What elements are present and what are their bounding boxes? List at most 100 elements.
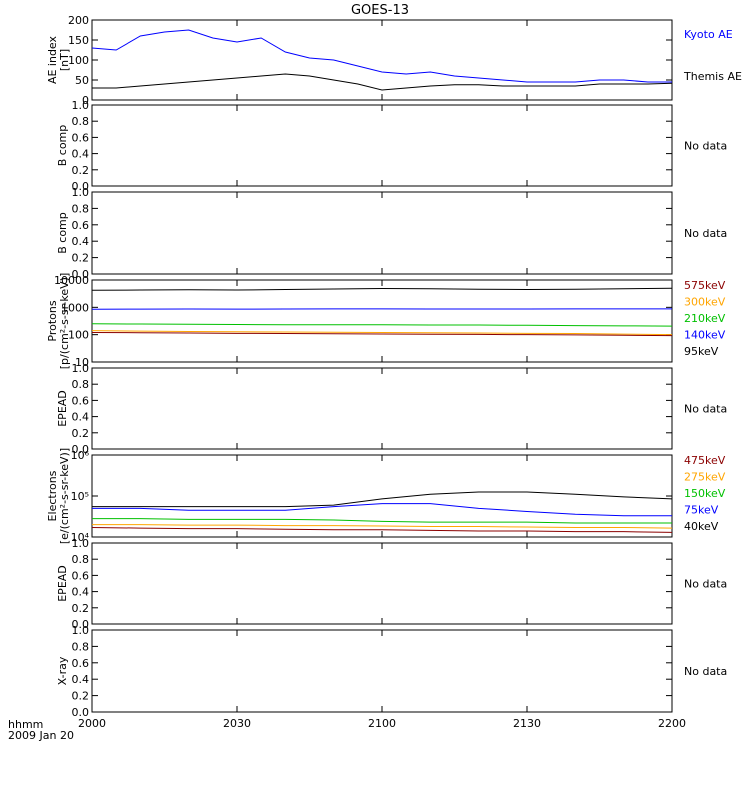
panels: 0 50 100 150 200 AE index [nT] Kyoto AE Themis A… [46,14,742,719]
series-line-75kev [92,503,672,517]
y-tick-label: 0.6 [72,657,90,670]
x-tick-label: 2100 [368,717,396,730]
panel-bcomp2: 0.0 0.2 0.4 0.6 0.8 1.0B comp No data [56,186,727,281]
y-axis-label: X-ray [56,656,69,685]
legend-entry: 40keV [684,520,719,533]
legend-entry: No data [684,578,727,591]
y-tick-label: 0.0 [72,618,90,631]
panel-electrons: 10⁴ 10⁵ 10⁶ Electrons [e/(cm²-s-sr-keV)] 475k… [46,448,726,544]
series-line-40kev [92,491,673,508]
y-axis-label: Protons [46,300,59,341]
y-tick-label: 1.0 [72,186,90,199]
x-tick-label: 2000 [78,717,106,730]
panel-frame [91,542,673,625]
panel-frame [91,629,673,713]
y-tick-label: 0.2 [72,602,90,615]
y-tick-label: 0.0 [72,443,90,456]
y-tick-label: 0.2 [72,164,90,177]
series-line-themis-ae [92,73,673,91]
panel-protons: 10 100 1000 10000 Protons [p/(cm²-s-sr-keV)] 5… [46,273,726,370]
series-line-95kev [91,287,673,291]
panel-epead2: 0.0 0.2 0.4 0.6 0.8 1.0 EPEAD No data [56,537,727,631]
y-tick-label: 0.4 [72,148,90,161]
y-tick-label: 0.6 [72,131,90,144]
y-tick-label: 0.0 [72,268,90,281]
y-tick-label: 1.0 [72,99,90,112]
legend-entry: No data [684,140,727,153]
y-axis-label: [nT] [58,49,71,71]
panel-frame [91,191,673,275]
series-line-475kev [91,527,673,533]
y-tick-label: 0.8 [72,202,90,215]
legend-entry: 140keV [684,329,726,342]
panel-epead1: 0.0 0.2 0.4 0.6 0.8 1.0 EPEAD No data [56,362,727,456]
series-line-300kev [91,330,673,336]
x-unit-label: hhmm [8,718,43,731]
legend-entry: 95keV [684,345,719,358]
legend-entry: No data [684,227,727,240]
y-tick-label: 0.6 [72,394,90,407]
y-tick-label: 150 [68,34,89,47]
y-tick-label: 0.4 [72,411,90,424]
legend-entry: 575keV [684,279,726,292]
y-tick-label: 10⁶ [71,449,90,462]
y-tick-label: 1.0 [72,362,90,375]
y-axis-label: AE index [46,35,59,84]
y-tick-label: 10⁵ [71,490,89,503]
y-tick-label: 0.2 [72,252,90,265]
y-tick-label: 0.8 [72,115,90,128]
y-axis-label: [p/(cm²-s-sr-keV)] [58,273,71,370]
y-tick-label: 0.6 [72,219,90,232]
figure-title: GOES-13 [351,3,409,18]
series-line-210kev [91,323,673,327]
series-line-575kev [91,332,673,337]
y-axis-label: EPEAD [56,390,69,427]
y-tick-label: 0.4 [72,673,90,686]
x-tick-label: 2130 [513,717,541,730]
series-line-275kev [92,524,673,529]
y-axis-label: Electrons [46,470,59,521]
series-line-kyoto-ae [91,29,672,83]
y-tick-label: 0.0 [72,180,90,193]
x-date-label: 2009 Jan 20 [8,729,74,742]
panel-frame [91,104,673,187]
legend-entry: Themis AE [683,70,742,83]
y-tick-label: 0.2 [72,690,90,703]
y-axis-label: EPEAD [56,565,69,602]
y-tick-label: 0.2 [72,427,90,440]
x-tick-label: 2200 [658,717,686,730]
y-tick-label: 10000 [54,274,89,287]
y-tick-label: 10 [75,356,89,369]
legend-entry: 210keV [684,312,726,325]
y-axis-label: [e/(cm²-s-sr-keV)] [58,448,71,544]
y-tick-label: 0.6 [72,569,90,582]
y-tick-label: 10⁴ [71,531,90,544]
y-tick-label: 0.4 [72,586,90,599]
legend-entry: 300keV [684,296,726,309]
y-tick-label: 50 [75,74,89,87]
y-tick-label: 1000 [61,301,89,314]
legend-entry: Kyoto AE [684,28,733,41]
y-tick-label: 1.0 [72,624,90,637]
x-axis: 2000 2030 2100 2130 2200 [78,717,686,730]
legend-entry: 475keV [684,454,726,467]
series-line-150kev [92,518,672,524]
y-tick-label: 0 [82,94,89,107]
legend-entry: 75keV [684,504,719,517]
panel-xray: 0.0 0.2 0.4 0.6 0.8 1.0 X-ray No data [56,624,727,719]
y-axis-label: B comp [56,212,69,254]
panel-bcomp1: 0.0 0.2 0.4 0.6 0.8 1.0B comp No data [56,99,727,193]
y-tick-label: 0.8 [72,553,90,566]
x-tick-label: 2030 [223,717,251,730]
y-tick-label: 0.8 [72,378,90,391]
panel-frame [91,19,673,101]
legend-entry: No data [684,403,727,416]
y-axis-label: B comp [56,125,69,167]
y-tick-label: 100 [68,54,89,67]
legend-entry: No data [684,665,727,678]
y-tick-label: 0.8 [72,640,90,653]
y-tick-label: 0.0 [72,706,90,719]
y-tick-label: 0.4 [72,235,90,248]
panel-frame [91,367,673,450]
